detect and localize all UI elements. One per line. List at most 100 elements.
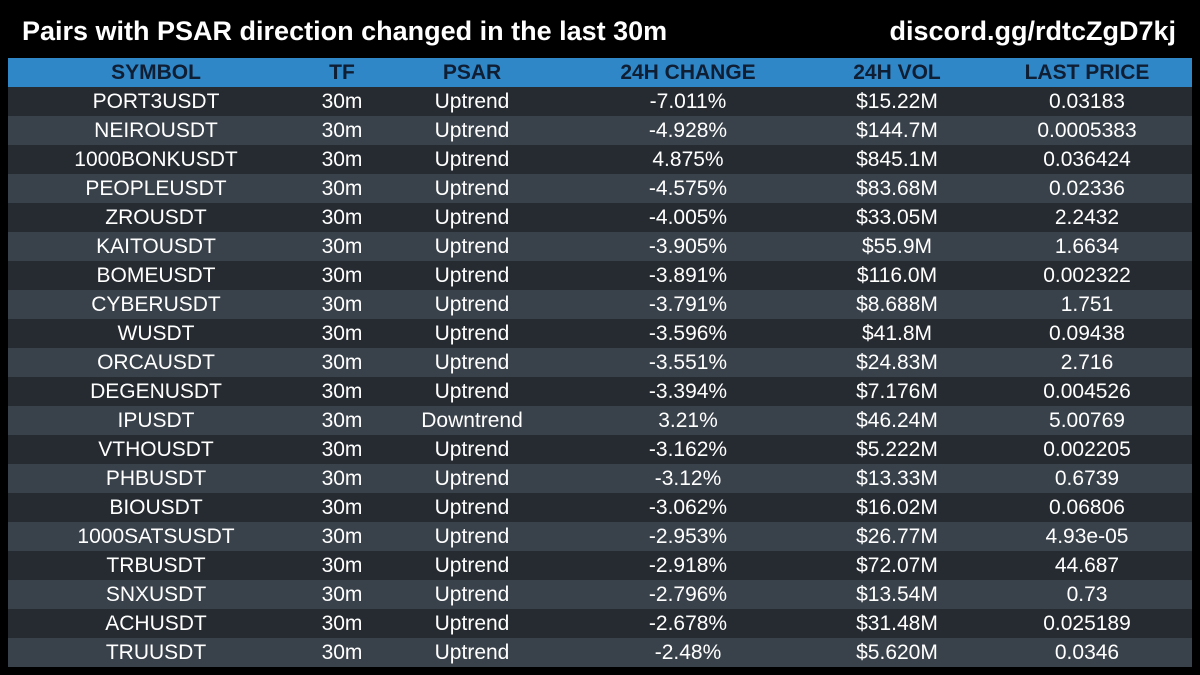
table-row[interactable]: KAITOUSDT 30m Uptrend -3.905% $55.9M 1.6634 bbox=[8, 232, 1192, 261]
cell-24h-change: -3.905% bbox=[648, 234, 728, 258]
cell-tf: 30m bbox=[321, 234, 363, 258]
table-row[interactable]: 1000BONKUSDT 30m Uptrend 4.875% $845.1M 0.036… bbox=[8, 145, 1192, 174]
cell-symbol: BIOUSDT bbox=[109, 495, 203, 519]
cell-24h-vol: $5.620M bbox=[856, 640, 938, 664]
column-header-tf[interactable]: TF bbox=[329, 60, 355, 84]
cell-24h-change: -3.891% bbox=[648, 263, 728, 287]
cell-24h-vol: $46.24M bbox=[856, 408, 938, 432]
table-row[interactable]: IPUSDT 30m Downtrend 3.21% $46.24M 5.00769 bbox=[8, 406, 1192, 435]
cell-symbol: 1000SATSUSDT bbox=[77, 524, 235, 548]
cell-24h-change: -2.796% bbox=[648, 582, 728, 606]
cell-24h-change: -7.011% bbox=[649, 89, 727, 113]
cell-psar: Uptrend bbox=[434, 176, 510, 200]
cell-24h-change: -3.394% bbox=[648, 379, 728, 403]
cell-psar: Uptrend bbox=[434, 234, 510, 258]
cell-24h-vol: $33.05M bbox=[856, 205, 938, 229]
cell-psar: Uptrend bbox=[434, 147, 510, 171]
cell-24h-change: -4.575% bbox=[648, 176, 728, 200]
table-row[interactable]: ORCAUSDT 30m Uptrend -3.551% $24.83M 2.716 bbox=[8, 348, 1192, 377]
discord-link[interactable]: discord.gg/rdtcZgD7kj bbox=[889, 16, 1176, 46]
column-header-24h-change[interactable]: 24H CHANGE bbox=[620, 60, 756, 84]
cell-24h-change: -2.48% bbox=[654, 640, 722, 664]
cell-tf: 30m bbox=[321, 118, 363, 142]
cell-symbol: 1000BONKUSDT bbox=[74, 147, 238, 171]
cell-24h-vol: $7.176M bbox=[856, 379, 938, 403]
cell-symbol: ORCAUSDT bbox=[97, 350, 215, 374]
cell-psar: Uptrend bbox=[434, 379, 510, 403]
table-row[interactable]: CYBERUSDT 30m Uptrend -3.791% $8.688M 1.751 bbox=[8, 290, 1192, 319]
table-body: PORT3USDT 30m Uptrend -7.011% $15.22M 0.03183… bbox=[8, 87, 1192, 667]
cell-last-price: 0.004526 bbox=[1043, 379, 1131, 403]
table-row[interactable]: DEGENUSDT 30m Uptrend -3.394% $7.176M 0.00452… bbox=[8, 377, 1192, 406]
table-row[interactable]: PHBUSDT 30m Uptrend -3.12% $13.33M 0.6739 bbox=[8, 464, 1192, 493]
cell-psar: Uptrend bbox=[434, 205, 510, 229]
cell-tf: 30m bbox=[321, 350, 363, 374]
cell-last-price: 0.06806 bbox=[1049, 495, 1125, 519]
cell-tf: 30m bbox=[321, 89, 363, 113]
cell-tf: 30m bbox=[321, 466, 363, 490]
cell-24h-vol: $41.8M bbox=[861, 321, 933, 345]
cell-tf: 30m bbox=[321, 176, 363, 200]
cell-psar: Uptrend bbox=[434, 553, 510, 577]
cell-tf: 30m bbox=[321, 408, 363, 432]
cell-symbol: NEIROUSDT bbox=[94, 118, 218, 142]
cell-tf: 30m bbox=[321, 379, 363, 403]
table-row[interactable]: NEIROUSDT 30m Uptrend -4.928% $144.7M 0.00053… bbox=[8, 116, 1192, 145]
table-row[interactable]: PEOPLEUSDT 30m Uptrend -4.575% $83.68M 0.0233… bbox=[8, 174, 1192, 203]
cell-24h-vol: $83.68M bbox=[856, 176, 938, 200]
cell-symbol: WUSDT bbox=[117, 321, 195, 345]
cell-tf: 30m bbox=[321, 640, 363, 664]
cell-24h-vol: $5.222M bbox=[856, 437, 938, 461]
column-header-24h-vol[interactable]: 24H VOL bbox=[853, 60, 941, 84]
cell-24h-vol: $8.688M bbox=[856, 292, 938, 316]
column-header-last-price[interactable]: LAST PRICE bbox=[1024, 60, 1150, 84]
cell-last-price: 1.6634 bbox=[1054, 234, 1120, 258]
table-row[interactable]: WUSDT 30m Uptrend -3.596% $41.8M 0.09438 bbox=[8, 319, 1192, 348]
table-row[interactable]: VTHOUSDT 30m Uptrend -3.162% $5.222M 0.002205 bbox=[8, 435, 1192, 464]
cell-symbol: TRBUSDT bbox=[106, 553, 206, 577]
column-header-psar[interactable]: PSAR bbox=[442, 60, 502, 84]
cell-24h-vol: $24.83M bbox=[856, 350, 938, 374]
cell-24h-change: -3.596% bbox=[648, 321, 728, 345]
cell-24h-vol: $144.7M bbox=[856, 118, 938, 142]
cell-tf: 30m bbox=[321, 205, 363, 229]
table-row[interactable]: TRUUSDT 30m Uptrend -2.48% $5.620M 0.0346 bbox=[8, 638, 1192, 667]
cell-24h-change: 3.21% bbox=[658, 408, 718, 432]
cell-psar: Uptrend bbox=[434, 118, 510, 142]
cell-tf: 30m bbox=[321, 263, 363, 287]
cell-symbol: ACHUSDT bbox=[105, 611, 207, 635]
cell-24h-change: -3.551% bbox=[648, 350, 728, 374]
cell-symbol: KAITOUSDT bbox=[96, 234, 216, 258]
table-row[interactable]: ACHUSDT 30m Uptrend -2.678% $31.48M 0.025189 bbox=[8, 609, 1192, 638]
cell-psar: Uptrend bbox=[434, 292, 510, 316]
column-header-symbol[interactable]: SYMBOL bbox=[111, 60, 201, 84]
cell-24h-change: -2.953% bbox=[648, 524, 728, 548]
table-row[interactable]: BIOUSDT 30m Uptrend -3.062% $16.02M 0.06806 bbox=[8, 493, 1192, 522]
cell-psar: Uptrend bbox=[434, 582, 510, 606]
cell-last-price: 5.00769 bbox=[1049, 408, 1125, 432]
cell-24h-change: -3.162% bbox=[648, 437, 728, 461]
cell-symbol: ZROUSDT bbox=[105, 205, 207, 229]
table-row[interactable]: 1000SATSUSDT 30m Uptrend -2.953% $26.77M 4.93… bbox=[8, 522, 1192, 551]
table-row[interactable]: TRBUSDT 30m Uptrend -2.918% $72.07M 44.687 bbox=[8, 551, 1192, 580]
cell-24h-vol: $13.33M bbox=[856, 466, 938, 490]
cell-24h-change: -3.12% bbox=[654, 466, 722, 490]
cell-last-price: 0.002205 bbox=[1043, 437, 1131, 461]
cell-last-price: 0.73 bbox=[1066, 582, 1108, 606]
cell-24h-change: 4.875% bbox=[652, 147, 724, 171]
psar-table: SYMBOL TF PSAR 24H CHANGE 24H VOL LAST P… bbox=[8, 58, 1192, 667]
cell-24h-vol: $116.0M bbox=[856, 263, 938, 287]
cell-psar: Uptrend bbox=[434, 321, 510, 345]
title-bar: Pairs with PSAR direction changed in the… bbox=[0, 0, 1200, 58]
table-row[interactable]: PORT3USDT 30m Uptrend -7.011% $15.22M 0.03183 bbox=[8, 87, 1192, 116]
cell-24h-vol: $55.9M bbox=[861, 234, 933, 258]
cell-last-price: 0.0346 bbox=[1054, 640, 1120, 664]
cell-24h-change: -3.791% bbox=[648, 292, 728, 316]
table-row[interactable]: BOMEUSDT 30m Uptrend -3.891% $116.0M 0.002322 bbox=[8, 261, 1192, 290]
cell-last-price: 0.02336 bbox=[1049, 176, 1125, 200]
cell-last-price: 0.002322 bbox=[1043, 263, 1131, 287]
table-row[interactable]: SNXUSDT 30m Uptrend -2.796% $13.54M 0.73 bbox=[8, 580, 1192, 609]
table-header-row: SYMBOL TF PSAR 24H CHANGE 24H VOL LAST P… bbox=[8, 58, 1192, 87]
cell-24h-change: -2.678% bbox=[648, 611, 728, 635]
table-row[interactable]: ZROUSDT 30m Uptrend -4.005% $33.05M 2.2432 bbox=[8, 203, 1192, 232]
